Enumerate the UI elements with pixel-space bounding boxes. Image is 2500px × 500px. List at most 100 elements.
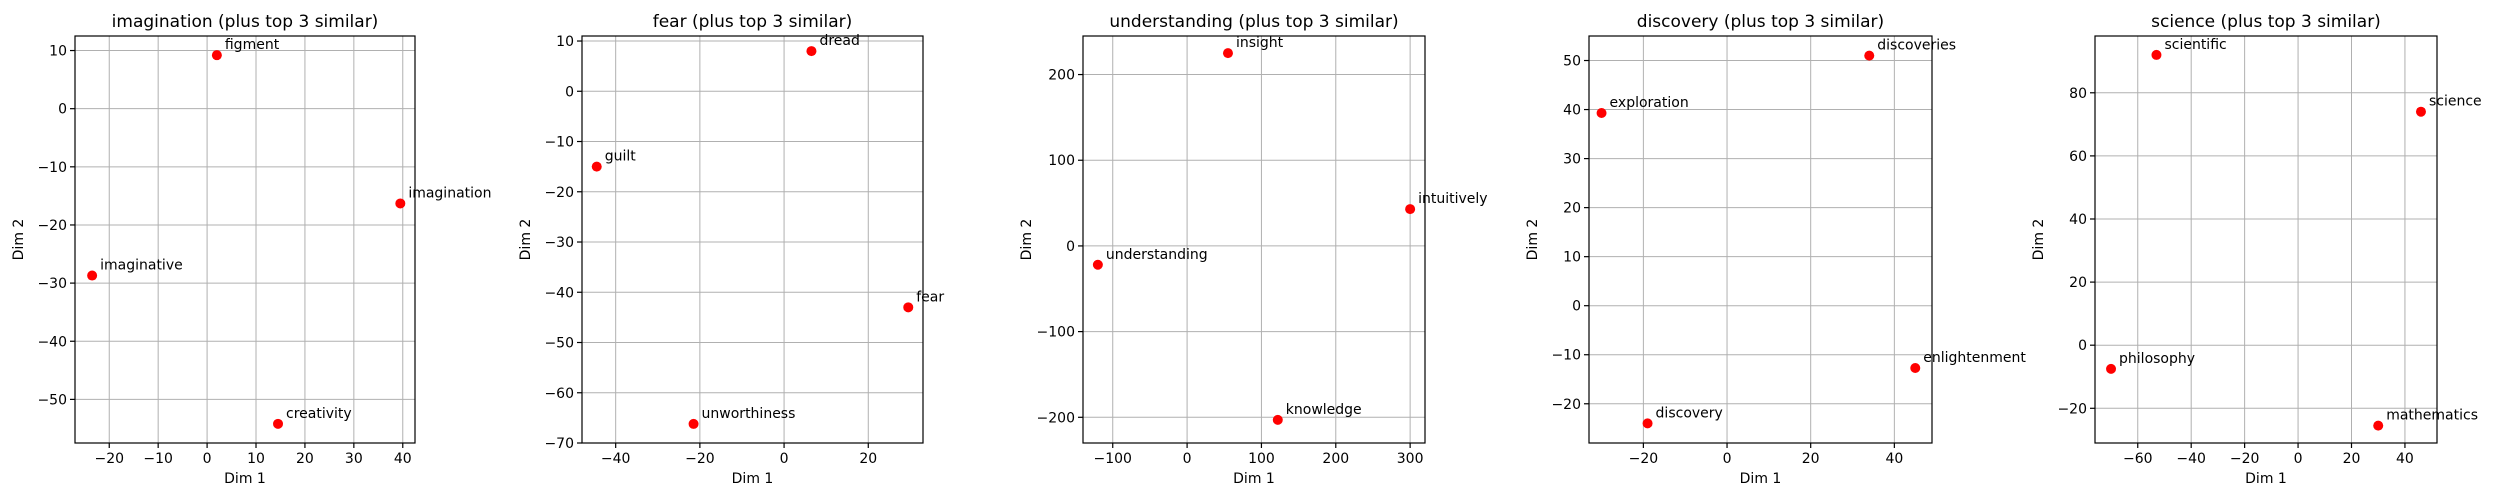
point-label-knowledge: knowledge <box>1286 402 1362 418</box>
y-tick-label: −200 <box>1037 410 1075 426</box>
point-label-intuitively: intuitively <box>1418 191 1487 207</box>
chart-title: science (plus top 3 similar) <box>2151 12 2381 32</box>
y-tick-label: −50 <box>37 392 67 408</box>
point-label-insight: insight <box>1236 35 1284 51</box>
scatter-panel-2: −40 −20 0 20 −70 −60 −50 −40 −30 −20 −10 0 10 fear (p… <box>518 12 944 487</box>
point-label-scientific: scientific <box>2164 37 2226 53</box>
data-point-knowledge <box>1272 414 1283 425</box>
x-tick-label: −40 <box>2176 451 2206 467</box>
x-tick-label: −20 <box>1629 451 1659 467</box>
data-point-philosophy <box>2106 363 2117 374</box>
axes-frame <box>2094 35 2438 444</box>
y-tick-label: 0 <box>1572 299 1581 315</box>
y-tick-label: 0 <box>2078 338 2087 354</box>
x-tick-label: −40 <box>601 451 631 467</box>
y-tick-label: 20 <box>1563 201 1581 217</box>
point-label-understanding: understanding <box>1106 247 1208 263</box>
data-point-creativity <box>273 418 284 429</box>
data-point-mathematics <box>2373 420 2384 431</box>
y-axis-label: Dim 2 <box>11 219 27 261</box>
x-tick-label: −20 <box>2230 451 2260 467</box>
x-tick-label: 300 <box>1397 451 1424 467</box>
point-label-philosophy: philosophy <box>2119 351 2195 367</box>
y-tick-label: 20 <box>2069 275 2087 291</box>
y-tick-label: 40 <box>2069 212 2087 228</box>
y-tick-label: −20 <box>544 185 574 201</box>
x-tick-label: 20 <box>859 451 877 467</box>
axes-frame <box>74 35 416 444</box>
y-tick-label: −20 <box>2057 401 2087 417</box>
point-label-figment: figment <box>225 37 280 53</box>
data-point-guilt <box>591 161 602 172</box>
point-label-imaginative: imaginative <box>100 258 183 274</box>
x-axis-label: Dim 1 <box>2245 471 2287 487</box>
x-tick-label: 40 <box>2396 451 2414 467</box>
axes-frame <box>1588 35 1933 444</box>
x-tick-label: 0 <box>2294 451 2303 467</box>
axes-frame <box>1082 35 1426 444</box>
x-tick-label: 200 <box>1322 451 1349 467</box>
x-axis-label: Dim 1 <box>1233 471 1275 487</box>
x-tick-label: −20 <box>94 451 124 467</box>
data-point-discovery <box>1642 418 1653 429</box>
y-tick-label: 10 <box>556 34 574 50</box>
data-point-enlightenment <box>1910 362 1921 373</box>
y-tick-label: −30 <box>37 276 67 292</box>
point-label-dread: dread <box>819 33 859 49</box>
point-label-science: science <box>2429 94 2482 110</box>
point-label-fear: fear <box>916 289 944 305</box>
x-axis-label: Dim 1 <box>732 471 774 487</box>
y-tick-label: 80 <box>2069 86 2087 102</box>
y-tick-label: −60 <box>544 386 574 402</box>
y-tick-label: 50 <box>1563 54 1581 70</box>
scatter-panel-4: −20 0 20 40 −20 −10 0 10 20 30 40 50 discovery (plus… <box>1525 12 2026 487</box>
point-label-discovery: discovery <box>1656 405 1723 421</box>
y-tick-label: 0 <box>1066 239 1075 255</box>
x-tick-label: −100 <box>1094 451 1132 467</box>
chart-title: discovery (plus top 3 similar) <box>1637 12 1884 32</box>
y-tick-label: −10 <box>1551 348 1581 364</box>
x-tick-label: 0 <box>203 451 212 467</box>
point-label-mathematics: mathematics <box>2386 408 2478 424</box>
data-point-discoveries <box>1864 50 1875 61</box>
chart-title: fear (plus top 3 similar) <box>653 12 853 32</box>
y-tick-label: 60 <box>2069 149 2087 165</box>
y-tick-label: −30 <box>544 235 574 251</box>
chart-title: understanding (plus top 3 similar) <box>1109 12 1398 32</box>
data-point-understanding <box>1092 259 1103 270</box>
x-tick-label: 10 <box>247 451 265 467</box>
y-axis-label: Dim 2 <box>518 219 534 261</box>
scatter-panel-1: −20 −10 0 10 20 30 40 −50 −40 −30 −20 −10 0 10 imagina… <box>11 12 491 487</box>
x-tick-label: −20 <box>685 451 715 467</box>
y-tick-label: 0 <box>58 102 67 118</box>
x-tick-label: 40 <box>394 451 412 467</box>
y-tick-label: 100 <box>1048 153 1075 169</box>
y-tick-label: −20 <box>1551 397 1581 413</box>
point-label-unworthiness: unworthiness <box>702 406 796 422</box>
data-point-intuitively <box>1405 204 1416 215</box>
data-point-imaginative <box>87 270 98 281</box>
y-tick-label: 200 <box>1048 68 1075 84</box>
point-label-discoveries: discoveries <box>1877 38 1956 54</box>
x-tick-label: 20 <box>2343 451 2361 467</box>
x-axis-label: Dim 1 <box>224 471 266 487</box>
scatter-panel-5: −60 −40 −20 0 20 40 −20 0 20 40 60 80 science (plus … <box>2031 12 2482 487</box>
data-point-fear <box>903 302 914 313</box>
y-tick-label: −70 <box>544 436 574 452</box>
x-tick-label: 0 <box>1183 451 1192 467</box>
x-tick-label: 100 <box>1248 451 1275 467</box>
data-point-imagination <box>395 198 406 209</box>
data-point-insight <box>1222 48 1233 59</box>
x-tick-label: −60 <box>2123 451 2153 467</box>
y-axis-label: Dim 2 <box>1019 219 1035 261</box>
y-tick-label: 10 <box>1563 250 1581 266</box>
y-tick-label: −20 <box>37 218 67 234</box>
data-point-unworthiness <box>688 418 699 429</box>
x-tick-label: 30 <box>345 451 363 467</box>
x-tick-label: −10 <box>143 451 173 467</box>
data-point-figment <box>211 50 222 61</box>
y-tick-label: −100 <box>1037 325 1075 341</box>
point-label-guilt: guilt <box>605 149 637 165</box>
y-axis-label: Dim 2 <box>2031 219 2047 261</box>
